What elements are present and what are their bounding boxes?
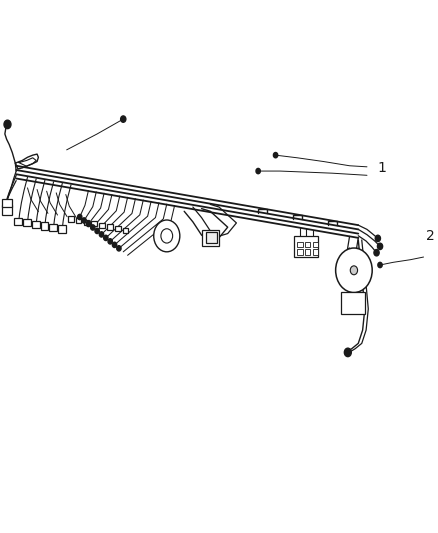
Circle shape — [95, 228, 99, 233]
Circle shape — [378, 243, 383, 249]
Circle shape — [104, 235, 108, 240]
Bar — [58, 225, 66, 232]
Bar — [99, 223, 105, 228]
Bar — [115, 226, 120, 231]
Bar — [68, 216, 74, 222]
Bar — [107, 224, 113, 230]
Circle shape — [375, 235, 381, 241]
Circle shape — [82, 218, 86, 223]
Bar — [297, 241, 303, 247]
Circle shape — [117, 246, 121, 251]
Circle shape — [120, 116, 126, 122]
Text: 2: 2 — [426, 229, 434, 243]
Circle shape — [4, 120, 11, 128]
Bar — [2, 199, 12, 207]
Bar — [313, 249, 318, 255]
Circle shape — [336, 248, 372, 293]
Text: 1: 1 — [378, 161, 387, 175]
Circle shape — [350, 266, 357, 274]
Bar — [84, 220, 89, 225]
Circle shape — [154, 220, 180, 252]
Bar — [41, 222, 48, 230]
Bar — [49, 224, 57, 231]
Circle shape — [374, 249, 379, 256]
Circle shape — [86, 221, 91, 227]
Bar — [201, 230, 219, 246]
Circle shape — [161, 229, 173, 243]
Bar — [206, 232, 217, 243]
Circle shape — [113, 242, 117, 247]
Circle shape — [91, 225, 95, 230]
Bar — [2, 205, 12, 215]
Bar — [305, 249, 311, 255]
Circle shape — [108, 239, 113, 244]
Bar — [341, 292, 365, 314]
Circle shape — [99, 232, 104, 237]
Bar — [32, 221, 40, 228]
Bar — [294, 236, 318, 257]
Bar — [23, 219, 31, 227]
Bar — [76, 218, 81, 223]
Circle shape — [378, 262, 382, 268]
Circle shape — [78, 214, 82, 220]
Circle shape — [344, 348, 351, 357]
Bar — [14, 217, 22, 225]
Bar — [305, 241, 311, 247]
Circle shape — [256, 168, 260, 174]
Bar — [313, 241, 318, 247]
Bar — [123, 228, 128, 233]
Bar — [92, 221, 97, 227]
Circle shape — [273, 152, 278, 158]
Bar — [297, 249, 303, 255]
